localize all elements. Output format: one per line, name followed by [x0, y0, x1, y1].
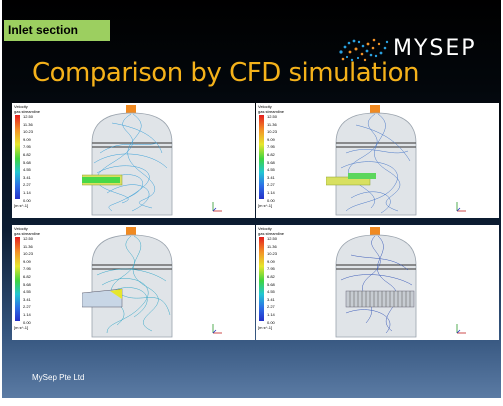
legend-tick: 11.36 — [23, 121, 33, 127]
legend-tick: 4.55 — [23, 167, 31, 173]
legend-title: Velocity gas streamline — [14, 226, 41, 236]
legend-units: [m s^-1] — [14, 325, 29, 330]
legend-tick: 7.95 — [267, 144, 275, 150]
legend-tick: 6.82 — [267, 152, 275, 157]
legend-tick: 9.09 — [267, 258, 275, 264]
legend-color-bar — [259, 115, 264, 199]
legend-tick: 3.41 — [23, 174, 31, 180]
legend-title-line2: gas streamline — [258, 108, 285, 114]
legend-tick: 6.82 — [23, 274, 31, 279]
legend-color-bar — [15, 115, 20, 199]
legend-tick: 9.09 — [23, 258, 31, 264]
legend-tick: 11.36 — [267, 243, 277, 249]
legend-tick: 1.14 — [23, 190, 31, 195]
legend-tick: 4.55 — [267, 289, 275, 295]
legend-tick: 4.55 — [23, 289, 31, 295]
legend-tick: 2.27 — [23, 304, 31, 310]
legend-title-line1: Velocity — [258, 104, 272, 109]
legend-tick: 2.27 — [23, 182, 31, 188]
separator-vessel-streamlines — [82, 227, 173, 338]
legend-tick: 11.36 — [23, 243, 33, 249]
legend-title-line1: Velocity — [14, 104, 28, 109]
legend-title-line1: Velocity — [258, 226, 272, 231]
legend-tick: 0.00 — [267, 319, 275, 325]
legend-tick: 5.68 — [267, 281, 275, 287]
mysep-logo: MYSEP — [338, 32, 498, 70]
legend-tick: 12.50 — [267, 114, 278, 119]
legend-units: [m s^-1] — [258, 203, 273, 208]
legend-tick: 3.41 — [267, 174, 275, 180]
legend-tick: 7.95 — [23, 266, 31, 272]
axis-triad-icon — [212, 324, 222, 334]
legend-title: Velocity gas streamline — [258, 226, 285, 236]
legend-tick: 10.23 — [23, 129, 34, 135]
legend-tick: 12.50 — [267, 236, 278, 241]
cfd-panel-3: Velocity gas streamline 12.50 11.36 10.23… — [12, 225, 255, 340]
legend-title-line1: Velocity — [14, 226, 28, 231]
legend-tick: 1.14 — [267, 312, 275, 317]
slide: Inlet section MYSEP Comparison by CFD si… — [2, 0, 501, 398]
legend-tick: 12.50 — [23, 114, 34, 119]
legend-tick: 7.95 — [23, 144, 31, 150]
axis-triad-icon — [456, 324, 466, 334]
cfd-panel-2: Velocity gas streamline 12.50 11.36 10.23… — [256, 103, 499, 218]
legend-color-bar — [15, 237, 20, 321]
footer-company: MySep Pte Ltd — [32, 373, 85, 382]
legend-title: Velocity gas streamline — [14, 104, 41, 114]
legend-color-bar — [259, 237, 264, 321]
legend-tick: 3.41 — [23, 296, 31, 302]
legend-units: [m s^-1] — [258, 325, 273, 330]
cfd-panel-1: Velocity gas streamline 12.50 11.36 10.23… — [12, 103, 255, 218]
legend-tick: 2.27 — [267, 304, 275, 310]
legend-tick: 4.55 — [267, 167, 275, 173]
legend-tick: 2.27 — [267, 182, 275, 188]
legend-tick: 1.14 — [267, 190, 275, 195]
axis-triad-icon — [456, 202, 466, 212]
separator-vessel-streamlines — [326, 105, 417, 216]
cfd-panel-4: Velocity gas streamline 12.50 11.36 10.23… — [256, 225, 499, 340]
legend-tick: 1.14 — [23, 312, 31, 317]
separator-vessel-streamlines — [335, 227, 417, 338]
molecule-logo-icon — [339, 38, 389, 62]
legend-title-line2: gas streamline — [14, 230, 41, 236]
velocity-legend: Velocity gas streamline 12.50 11.36 10.23… — [14, 104, 52, 213]
legend-tick: 0.00 — [23, 319, 31, 325]
legend-tick: 11.36 — [267, 121, 277, 127]
legend-tick: 0.00 — [267, 197, 275, 203]
logo-text: MYSEP — [393, 36, 477, 61]
legend-tick: 10.23 — [267, 129, 278, 135]
legend-tick: 9.09 — [23, 136, 31, 142]
velocity-legend: Velocity gas streamline 12.50 11.36 10.23… — [258, 104, 296, 213]
legend-title-line2: gas streamline — [14, 108, 41, 114]
separator-vessel-streamlines — [82, 105, 173, 216]
legend-tick: 10.23 — [267, 251, 278, 257]
legend-tick: 12.50 — [23, 236, 34, 241]
slide-title: Comparison by CFD simulation — [32, 58, 420, 88]
legend-title-line2: gas streamline — [258, 230, 285, 236]
legend-tick: 6.82 — [267, 274, 275, 279]
legend-tick: 9.09 — [267, 136, 275, 142]
legend-tick: 3.41 — [267, 296, 275, 302]
legend-tick: 10.23 — [23, 251, 34, 257]
velocity-legend: Velocity gas streamline 12.50 11.36 10.23… — [14, 226, 52, 335]
legend-tick: 7.95 — [267, 266, 275, 272]
section-tag: Inlet section — [4, 20, 110, 41]
legend-tick: 5.68 — [23, 159, 31, 165]
legend-tick: 5.68 — [23, 281, 31, 287]
axis-triad-icon — [212, 202, 222, 212]
legend-tick: 5.68 — [267, 159, 275, 165]
legend-title: Velocity gas streamline — [258, 104, 285, 114]
legend-tick: 0.00 — [23, 197, 31, 203]
legend-tick: 6.82 — [23, 152, 31, 157]
velocity-legend: Velocity gas streamline 12.50 11.36 10.23… — [258, 226, 296, 335]
legend-units: [m s^-1] — [14, 203, 29, 208]
